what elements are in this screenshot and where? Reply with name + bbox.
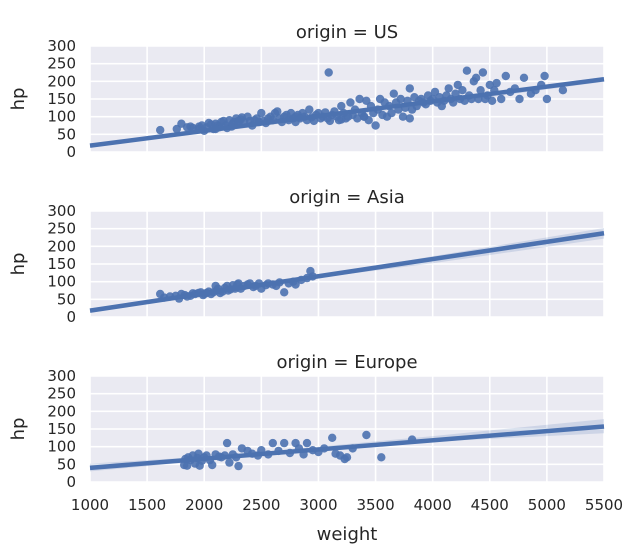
- y-tick-label: 300: [47, 367, 76, 385]
- y-tick-label: 250: [47, 385, 76, 403]
- data-point: [156, 125, 165, 135]
- data-point: [257, 108, 266, 118]
- data-point: [280, 438, 289, 448]
- data-point: [492, 78, 501, 88]
- data-point: [542, 94, 552, 104]
- x-tick-label: 3000: [299, 496, 337, 514]
- data-point: [471, 73, 481, 83]
- data-point: [222, 438, 232, 448]
- data-point: [396, 94, 405, 104]
- data-point: [225, 458, 234, 467]
- data-point: [208, 460, 217, 470]
- x-tick-label: 1500: [128, 496, 166, 514]
- data-point: [324, 68, 333, 77]
- data-point: [444, 84, 453, 93]
- facet-title: origin = Asia: [289, 187, 405, 208]
- data-point: [328, 433, 337, 442]
- data-point: [377, 453, 386, 462]
- x-tick-label: 4000: [414, 496, 452, 514]
- data-point: [398, 112, 408, 121]
- data-point: [387, 108, 396, 118]
- y-tick-label: 300: [47, 37, 76, 55]
- data-point: [478, 68, 488, 77]
- y-tick-label: 0: [66, 473, 76, 491]
- regression-line: [89, 76, 605, 148]
- data-point: [371, 121, 380, 130]
- y-axis-label: hp: [8, 88, 29, 111]
- data-point: [302, 438, 312, 448]
- regression-line: [89, 424, 605, 471]
- y-tick-label: 150: [47, 420, 76, 438]
- y-axis-label: hp: [8, 253, 29, 276]
- data-point: [497, 94, 506, 104]
- data-point: [346, 98, 355, 107]
- y-axis-label: hp: [8, 418, 29, 441]
- data-point: [234, 461, 243, 471]
- data-point: [487, 96, 497, 106]
- y-tick-label: 150: [47, 255, 76, 273]
- y-tick-label: 50: [57, 125, 76, 143]
- facet-title: origin = Europe: [276, 352, 417, 373]
- data-point: [305, 105, 314, 114]
- x-tick-label: 4500: [471, 496, 509, 514]
- y-tick-label: 250: [47, 220, 76, 238]
- data-point: [501, 71, 510, 81]
- y-tick-label: 200: [47, 237, 76, 255]
- data-point: [362, 430, 371, 440]
- data-point: [476, 86, 485, 95]
- data-point: [462, 66, 472, 75]
- data-point: [515, 94, 524, 104]
- data-point: [342, 453, 352, 462]
- y-tick-label: 50: [57, 455, 76, 473]
- y-tick-label: 250: [47, 55, 76, 73]
- regression-line: [89, 231, 605, 313]
- data-point: [405, 114, 414, 123]
- data-point: [337, 101, 346, 111]
- x-tick-label: 1000: [71, 496, 109, 514]
- data-point: [355, 94, 364, 104]
- x-tick-label: 3500: [356, 496, 394, 514]
- data-point: [359, 112, 369, 121]
- y-tick-label: 200: [47, 72, 76, 90]
- y-tick-label: 50: [57, 290, 76, 308]
- y-tick-label: 150: [47, 90, 76, 108]
- data-point: [405, 84, 414, 93]
- y-tick-label: 0: [66, 308, 76, 326]
- x-tick-label: 5500: [585, 496, 623, 514]
- data-point: [458, 86, 467, 95]
- y-tick-label: 100: [47, 438, 76, 456]
- data-point: [280, 288, 289, 297]
- x-tick-label: 2500: [242, 496, 280, 514]
- data-point: [540, 71, 549, 81]
- data-point: [273, 107, 282, 116]
- y-tick-label: 100: [47, 273, 76, 291]
- data-point: [389, 89, 398, 98]
- y-tick-label: 200: [47, 402, 76, 420]
- data-point: [337, 115, 346, 124]
- x-tick-label: 5000: [528, 496, 566, 514]
- y-tick-label: 300: [47, 202, 76, 220]
- x-tick-label: 2000: [185, 496, 223, 514]
- data-point: [519, 73, 529, 83]
- data-point: [291, 280, 300, 289]
- facet-title: origin = US: [296, 22, 398, 43]
- x-axis-label: weight: [317, 524, 378, 545]
- data-point: [558, 86, 568, 95]
- data-point: [268, 438, 277, 448]
- y-tick-label: 100: [47, 108, 76, 126]
- y-tick-label: 0: [66, 143, 76, 161]
